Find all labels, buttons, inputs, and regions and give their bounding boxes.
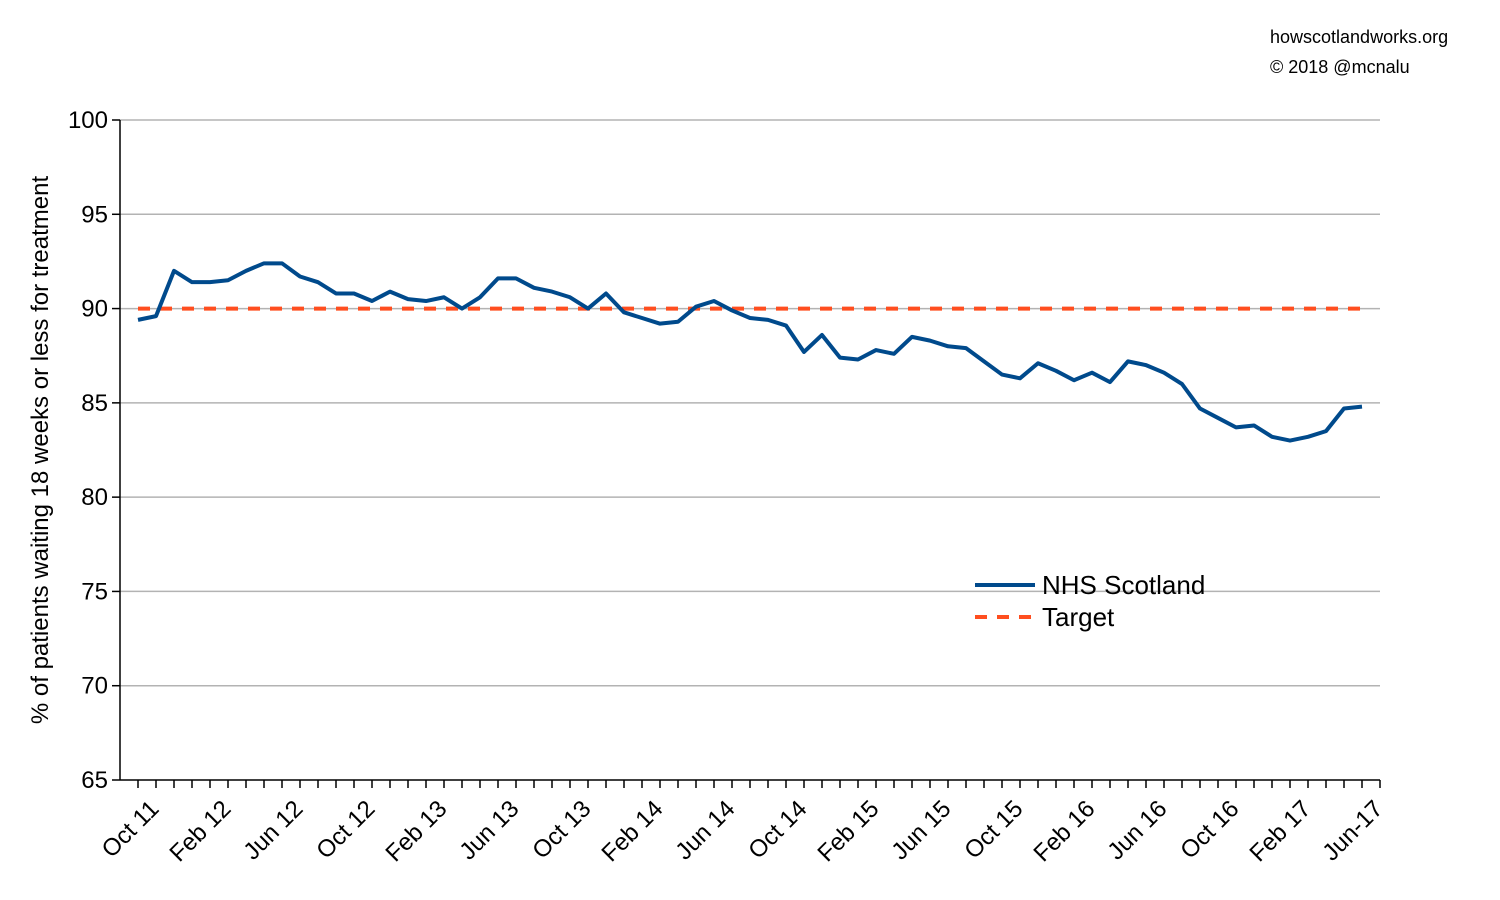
x-tick-label-2: Jun 12 — [238, 795, 308, 865]
y-tick-label-65: 65 — [81, 767, 108, 794]
x-tick-label-9: Oct 14 — [743, 795, 812, 864]
x-tick-label-1: Feb 12 — [164, 795, 236, 867]
y-tick-label-90: 90 — [81, 296, 108, 323]
x-tick-label-17: Jun-17 — [1317, 795, 1388, 866]
x-tick-label-8: Jun 14 — [670, 795, 740, 865]
y-axis-title: % of patients waiting 18 weeks or less f… — [27, 176, 54, 725]
x-tick-label-5: Jun 13 — [454, 795, 524, 865]
x-tick-label-6: Oct 13 — [527, 795, 596, 864]
x-tick-label-4: Feb 13 — [380, 795, 452, 867]
credit-copyright: © 2018 @mcnalu — [1270, 57, 1410, 77]
y-tick-label-85: 85 — [81, 390, 108, 417]
y-tick-label-75: 75 — [81, 578, 108, 605]
x-tick-label-7: Feb 14 — [596, 795, 668, 867]
credit-site: howscotlandworks.org — [1270, 27, 1449, 47]
x-tick-label-14: Jun 16 — [1102, 795, 1172, 865]
x-tick-label-0: Oct 11 — [97, 795, 165, 863]
x-tick-label-12: Oct 15 — [959, 795, 1028, 864]
x-tick-label-15: Oct 16 — [1175, 795, 1244, 864]
y-tick-label-80: 80 — [81, 484, 108, 511]
y-tick-label-100: 100 — [68, 107, 108, 134]
x-tick-label-11: Jun 15 — [886, 795, 956, 865]
gridlines — [120, 119, 1380, 687]
y-tick-label-70: 70 — [81, 673, 108, 700]
x-tick-label-16: Feb 17 — [1244, 795, 1316, 867]
legend-label-target: Target — [1042, 602, 1115, 632]
x-tick-label-13: Feb 16 — [1028, 795, 1100, 867]
series-line-nhs-scotland — [137, 261, 1363, 443]
series-lines — [137, 261, 1363, 443]
credit-block: howscotlandworks.org © 2018 @mcnalu — [1270, 22, 1448, 82]
x-tick-label-10: Feb 15 — [812, 795, 884, 867]
y-tick-label-95: 95 — [81, 201, 108, 228]
legend-label-nhs-scotland: NHS Scotland — [1042, 570, 1205, 600]
axes — [112, 119, 1381, 788]
x-tick-label-3: Oct 12 — [311, 795, 380, 864]
